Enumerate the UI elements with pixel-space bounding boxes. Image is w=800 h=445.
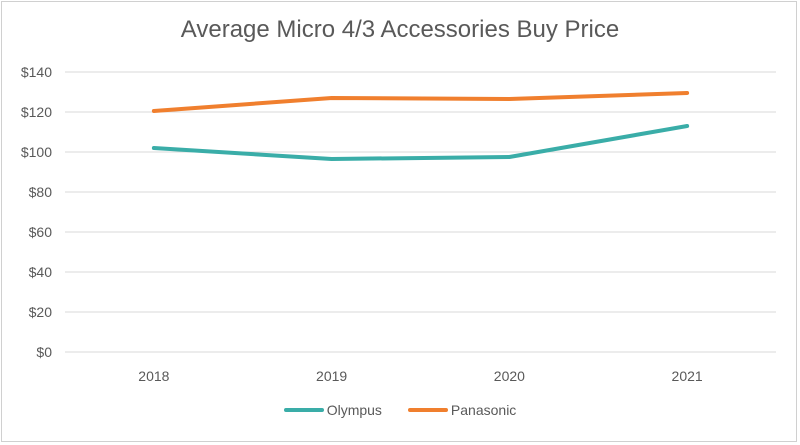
legend-item-panasonic: Panasonic [407,402,517,418]
y-tick-label: $60 [29,224,53,240]
y-tick-label: $120 [21,104,52,120]
legend-label-olympus: Olympus [326,402,382,418]
legend-label-panasonic: Panasonic [450,402,517,418]
y-tick-label: $140 [21,64,52,80]
legend-swatch-panasonic [407,408,448,412]
y-axis-tick-labels: $0 $20 $40 $60 $80 $100 $120 $140 [21,64,52,360]
x-axis-tick-labels: 2018 2019 2020 2021 [138,368,703,384]
x-tick-label: 2018 [138,368,169,384]
legend: Olympus Panasonic [0,402,800,418]
x-tick-label: 2019 [316,368,347,384]
series-line-panasonic [151,91,690,113]
legend-swatch-olympus [283,408,324,412]
legend-item-olympus: Olympus [283,402,382,418]
chart-title: Average Micro 4/3 Accessories Buy Price [180,16,620,43]
y-tick-label: $80 [29,184,53,200]
y-tick-label: $20 [29,304,53,320]
y-tick-label: $100 [21,144,52,160]
y-tick-label: $40 [29,264,53,280]
series-line-olympus [151,124,690,161]
series-lines [151,91,690,161]
x-tick-label: 2021 [672,368,703,384]
gridlines [65,71,776,353]
x-tick-label: 2020 [494,368,525,384]
y-tick-label: $0 [36,344,52,360]
